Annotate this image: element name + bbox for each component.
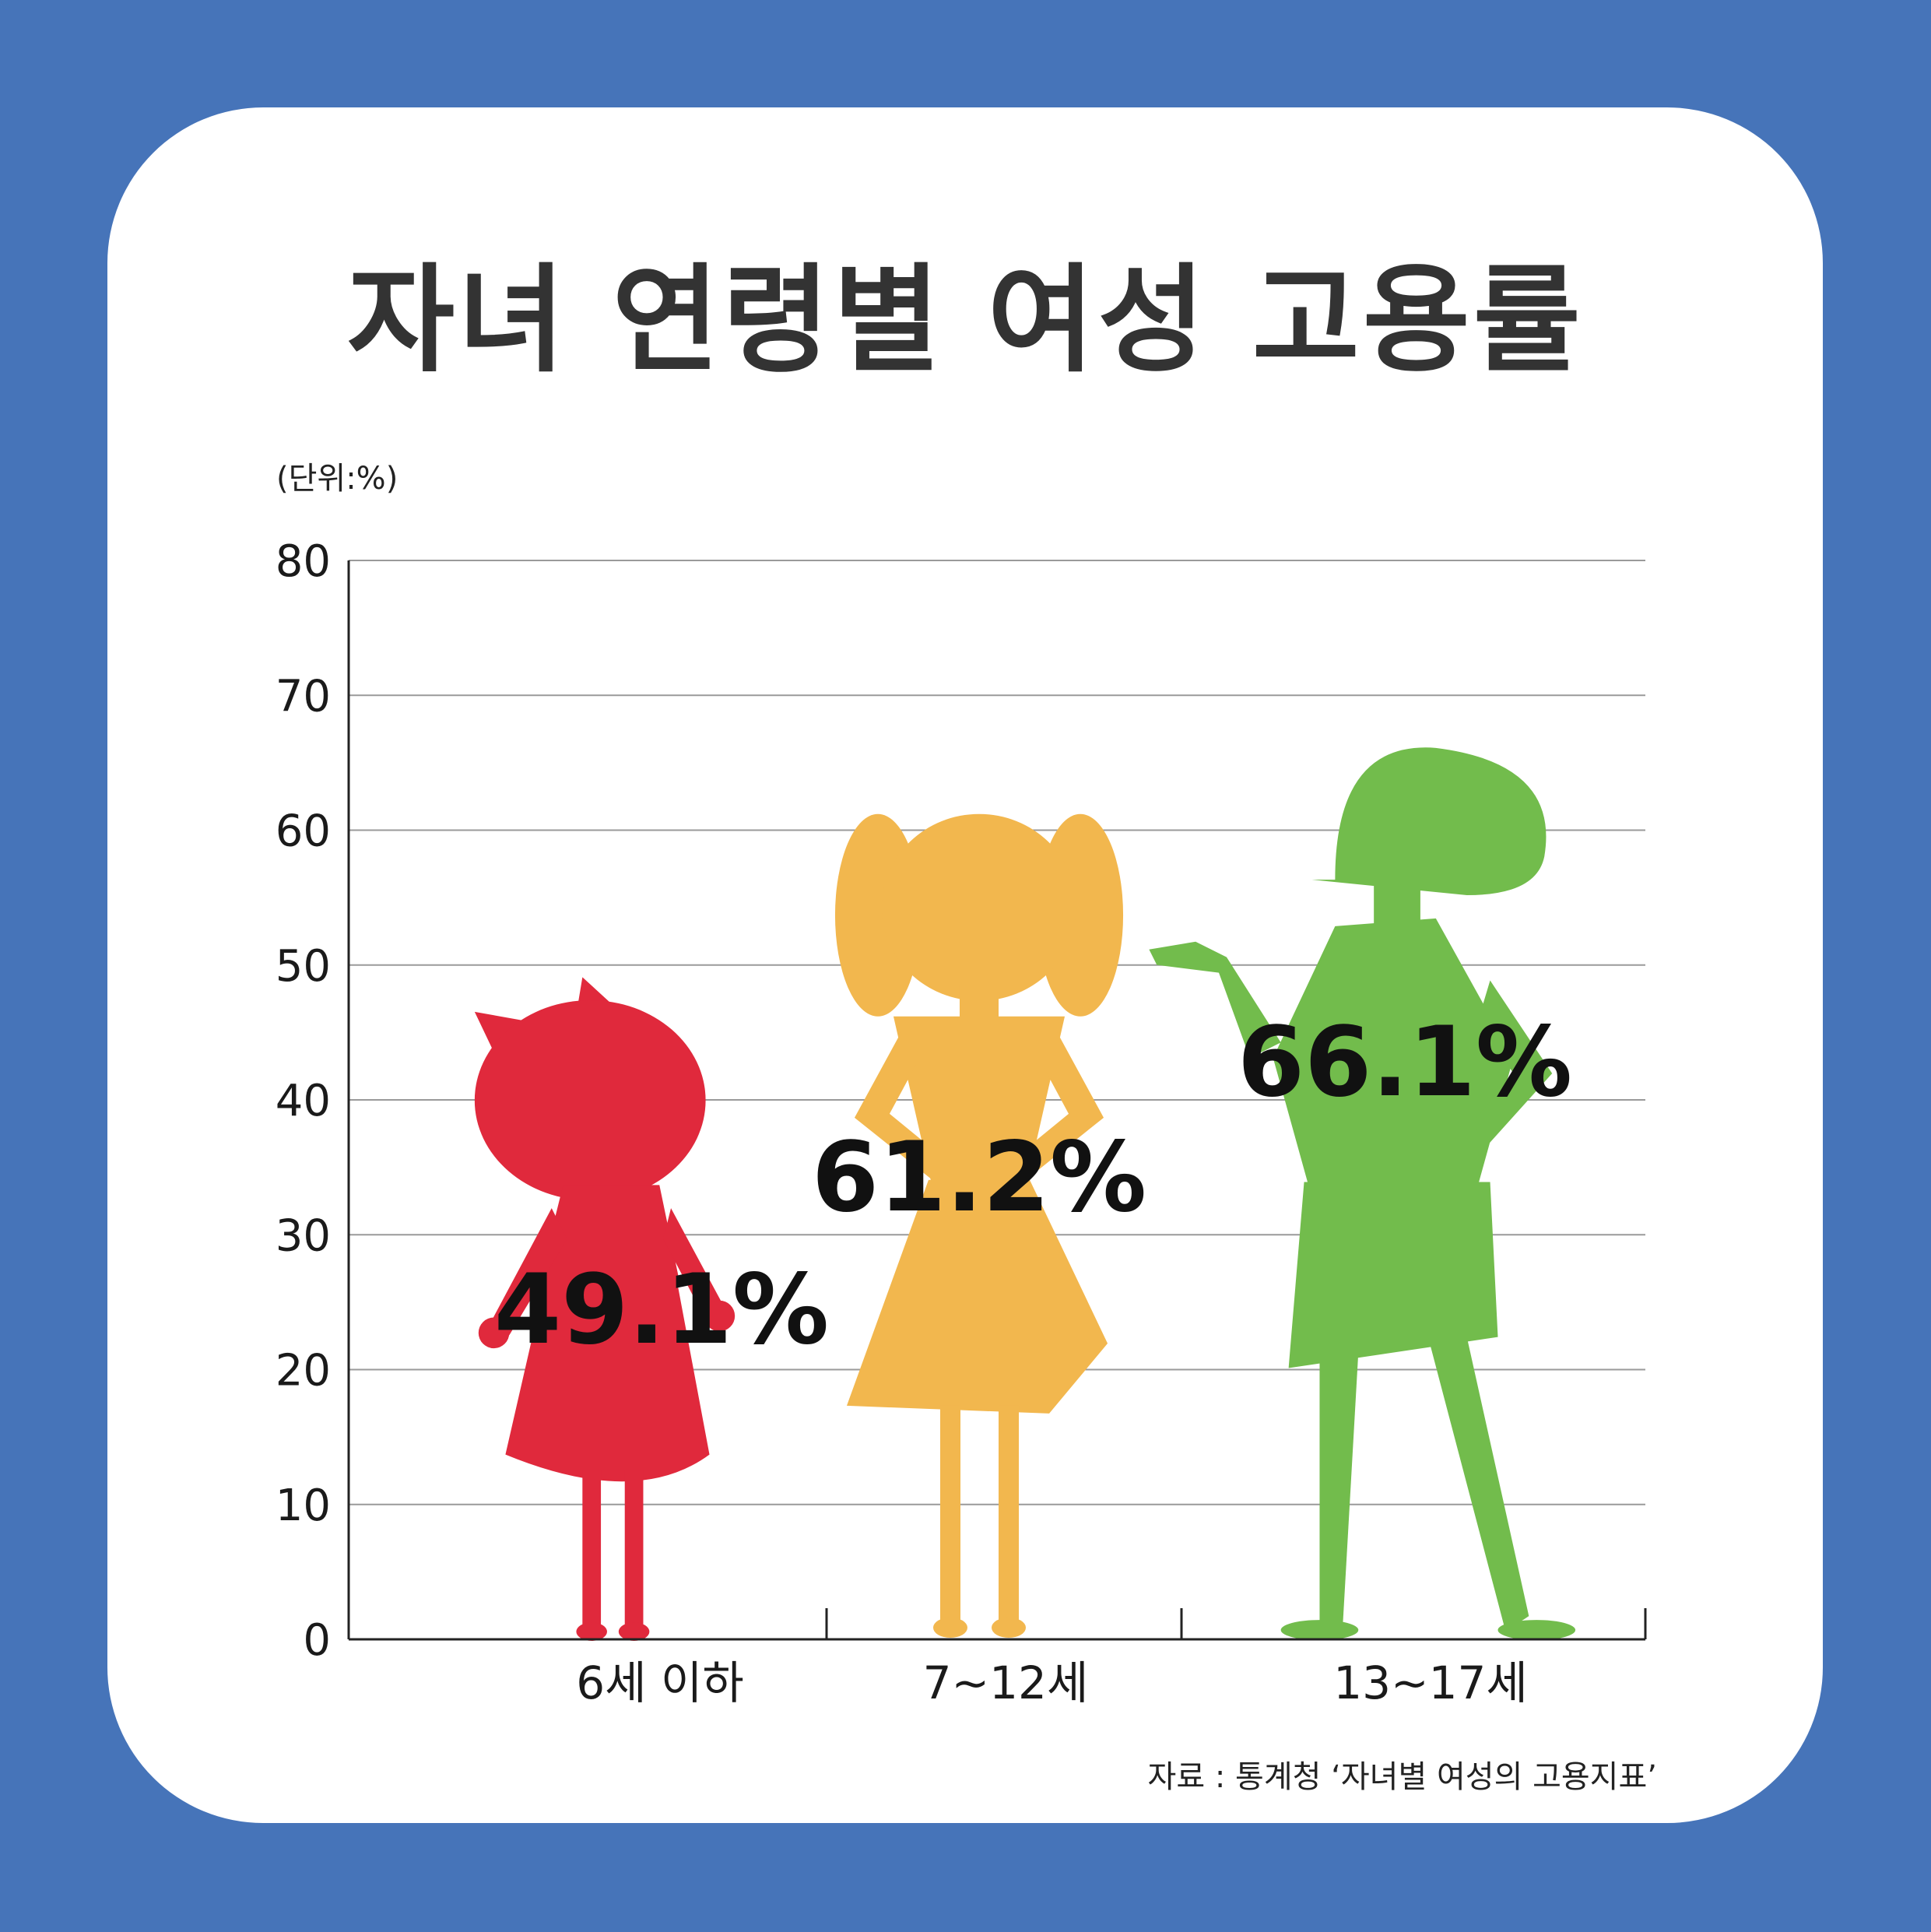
value-labels: 49.1% 61.2% 66.1% [494,1006,1572,1366]
y-tick-label: 0 [303,1615,331,1666]
x-axis-labels: 6세 이하 7~12세 13~17세 [576,1656,1528,1709]
y-axis-ticks: 0 10 20 30 40 50 60 70 80 [276,536,331,1666]
y-tick-label: 10 [276,1481,331,1531]
y-tick-label: 80 [276,536,331,587]
x-category-label: 7~12세 [923,1656,1089,1709]
y-tick-label: 40 [276,1076,331,1126]
value-label: 61.2% [812,1122,1146,1234]
y-tick-label: 70 [276,671,331,722]
y-tick-label: 50 [276,941,331,992]
bar-figure-3 [1149,747,1576,1640]
y-tick-label: 30 [276,1210,331,1261]
source-note: 자료 : 통계청 ‘자녀별 여성의 고용지표’ [1147,1759,1657,1795]
y-tick-label: 20 [276,1346,331,1396]
x-category-label: 13~17세 [1333,1656,1528,1709]
x-category-label: 6세 이하 [576,1656,743,1709]
unit-note: (단위:%) [276,461,398,497]
chart-title: 자녀 연령별 여성 고용률 [347,253,1584,388]
value-label: 66.1% [1238,1006,1572,1119]
value-label: 49.1% [494,1254,829,1366]
bar-figure-1 [474,977,736,1641]
silhouette-bars [474,747,1576,1641]
bar-figure-2 [834,813,1124,1638]
y-tick-label: 60 [276,806,331,857]
axes [347,560,1647,1641]
